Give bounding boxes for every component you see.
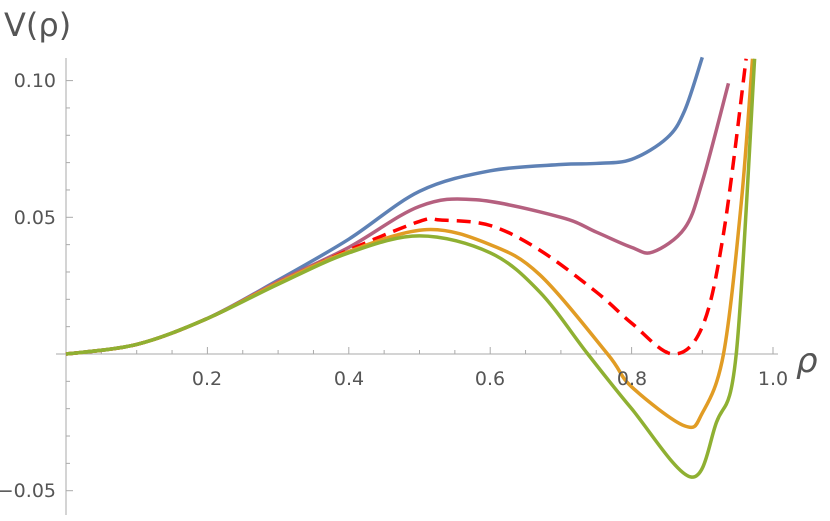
x-tick-label: 0.8: [617, 368, 647, 390]
x-tick-label: 0.6: [475, 368, 505, 390]
x-tick-label: 0.2: [192, 368, 222, 390]
series-line-3: [65, 58, 748, 356]
y-tick-label: 0.05: [14, 207, 56, 229]
series-line-5: [65, 58, 757, 479]
axes: [56, 58, 778, 515]
x-tick-label: 1.0: [758, 368, 788, 390]
curves: [65, 56, 757, 479]
series-line-2: [65, 82, 731, 356]
series-line-1: [65, 56, 704, 356]
y-tick-label: −0.05: [0, 480, 56, 502]
x-tick-label: 0.4: [334, 368, 364, 390]
y-tick-label: 0.10: [14, 70, 56, 92]
x-axis-label: ρ: [796, 341, 818, 381]
series-line-4: [65, 58, 755, 430]
y-axis-label: V(ρ): [4, 6, 71, 44]
